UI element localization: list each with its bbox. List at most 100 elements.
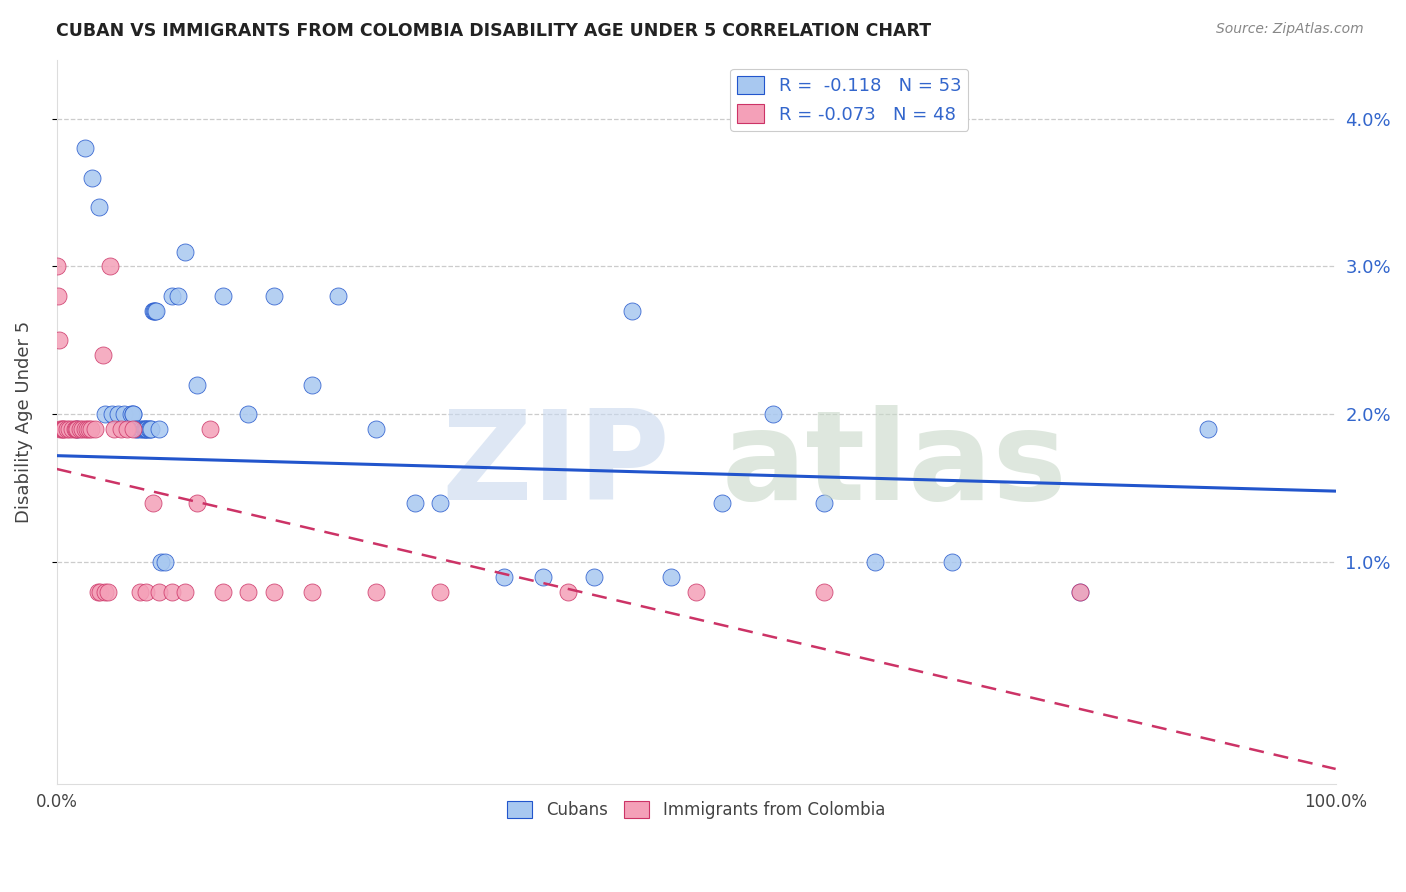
Point	[46, 289, 69, 303]
Point	[84, 422, 107, 436]
Point	[98, 260, 121, 274]
Point	[128, 584, 150, 599]
Point	[710, 496, 733, 510]
Point	[263, 584, 285, 599]
Point	[122, 407, 145, 421]
Point	[366, 584, 388, 599]
Point	[198, 422, 221, 436]
Point	[143, 303, 166, 318]
Point	[263, 289, 285, 303]
Point	[404, 496, 426, 510]
Point	[107, 407, 129, 421]
Point	[141, 422, 163, 436]
Text: ZIP: ZIP	[441, 405, 671, 525]
Point	[120, 407, 142, 421]
Point	[60, 422, 83, 436]
Point	[112, 407, 135, 421]
Point	[139, 422, 162, 436]
Point	[155, 555, 177, 569]
Point	[56, 422, 79, 436]
Point	[145, 303, 167, 318]
Point	[941, 555, 963, 569]
Point	[63, 422, 86, 436]
Point	[103, 422, 125, 436]
Point	[621, 303, 644, 318]
Point	[212, 289, 235, 303]
Point	[813, 584, 835, 599]
Point	[136, 422, 159, 436]
Point	[150, 555, 173, 569]
Point	[173, 584, 195, 599]
Point	[51, 422, 73, 436]
Point	[66, 422, 89, 436]
Point	[813, 496, 835, 510]
Point	[238, 584, 260, 599]
Point	[141, 303, 163, 318]
Point	[326, 289, 349, 303]
Point	[49, 422, 72, 436]
Point	[186, 496, 208, 510]
Point	[86, 584, 108, 599]
Point	[94, 407, 117, 421]
Point	[762, 407, 785, 421]
Point	[128, 422, 150, 436]
Point	[87, 200, 110, 214]
Point	[73, 422, 96, 436]
Point	[366, 422, 388, 436]
Point	[94, 584, 117, 599]
Point	[557, 584, 579, 599]
Point	[685, 584, 707, 599]
Point	[77, 422, 100, 436]
Point	[142, 303, 165, 318]
Point	[160, 289, 183, 303]
Point	[1069, 584, 1091, 599]
Point	[53, 422, 76, 436]
Point	[135, 584, 157, 599]
Point	[69, 422, 91, 436]
Point	[160, 584, 183, 599]
Point	[167, 289, 190, 303]
Point	[1069, 584, 1091, 599]
Point	[110, 422, 132, 436]
Point	[148, 422, 170, 436]
Point	[135, 422, 157, 436]
Point	[138, 422, 160, 436]
Point	[89, 584, 111, 599]
Point	[173, 244, 195, 259]
Point	[582, 570, 605, 584]
Point	[429, 584, 451, 599]
Point	[100, 407, 122, 421]
Point	[97, 584, 120, 599]
Text: atlas: atlas	[721, 405, 1067, 525]
Point	[70, 422, 93, 436]
Point	[65, 422, 87, 436]
Point	[141, 496, 163, 510]
Point	[148, 584, 170, 599]
Point	[134, 422, 156, 436]
Point	[125, 422, 148, 436]
Point	[429, 496, 451, 510]
Point	[186, 377, 208, 392]
Point	[91, 348, 114, 362]
Point	[122, 407, 145, 421]
Point	[58, 422, 80, 436]
Y-axis label: Disability Age Under 5: Disability Age Under 5	[15, 320, 32, 523]
Point	[82, 170, 104, 185]
Legend: Cubans, Immigrants from Colombia: Cubans, Immigrants from Colombia	[501, 795, 891, 826]
Point	[238, 407, 260, 421]
Point	[301, 377, 323, 392]
Point	[73, 141, 96, 155]
Point	[1197, 422, 1219, 436]
Point	[212, 584, 235, 599]
Point	[52, 422, 75, 436]
Point	[863, 555, 886, 569]
Text: CUBAN VS IMMIGRANTS FROM COLOMBIA DISABILITY AGE UNDER 5 CORRELATION CHART: CUBAN VS IMMIGRANTS FROM COLOMBIA DISABI…	[56, 22, 931, 40]
Point	[48, 334, 70, 348]
Point	[301, 584, 323, 599]
Point	[115, 422, 138, 436]
Point	[45, 260, 67, 274]
Point	[494, 570, 516, 584]
Point	[80, 422, 103, 436]
Point	[131, 422, 153, 436]
Point	[127, 422, 149, 436]
